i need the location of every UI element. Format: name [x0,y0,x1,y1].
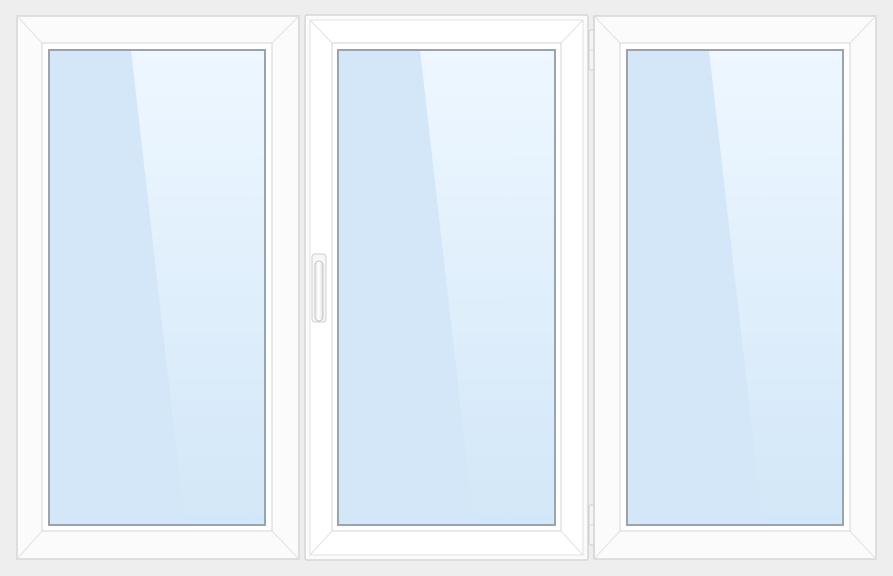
handle-lever [314,260,324,322]
right-frame-bevels [593,15,877,560]
center-frame-bevels [309,19,584,556]
right-glass-reflection [627,50,763,525]
center-casement-pane[interactable] [304,14,597,561]
window-handle-icon[interactable] [311,253,327,323]
right-glass-border [626,49,844,526]
center-glass-reflection [338,50,474,525]
center-glass-border [337,49,556,526]
right-fixed-pane [593,15,877,560]
left-frame-bevels [16,15,300,560]
left-glass-border [48,49,266,526]
left-fixed-pane [16,15,300,560]
left-glass-reflection [49,50,185,525]
